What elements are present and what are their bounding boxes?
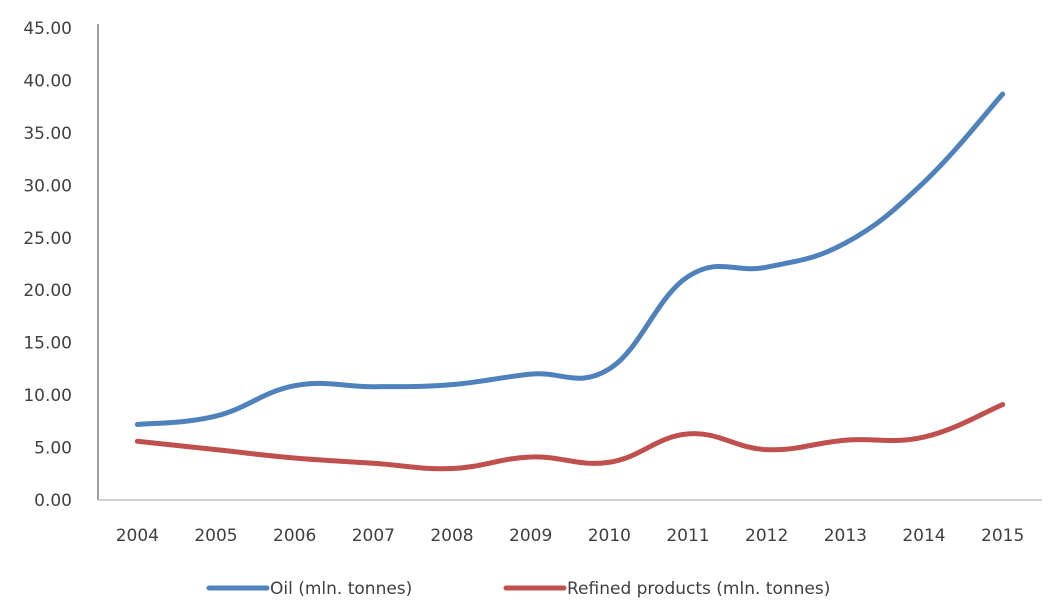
x-tick-label: 2009 bbox=[509, 526, 552, 546]
legend-label-1: Oil (mln. tonnes) bbox=[270, 579, 412, 599]
x-tick-label: 2007 bbox=[352, 526, 395, 546]
y-tick-label: 10.00 bbox=[23, 386, 72, 406]
y-tick-label: 20.00 bbox=[23, 281, 72, 301]
x-tick-label: 2015 bbox=[981, 526, 1024, 546]
y-tick-label: 25.00 bbox=[23, 229, 72, 249]
y-tick-label: 40.00 bbox=[23, 71, 72, 91]
x-tick-label: 2006 bbox=[273, 526, 316, 546]
x-tick-label: 2011 bbox=[666, 526, 709, 546]
y-tick-label: 15.00 bbox=[23, 334, 72, 354]
y-tick-label: 45.00 bbox=[23, 19, 72, 39]
x-tick-label: 2013 bbox=[824, 526, 867, 546]
x-tick-label: 2010 bbox=[588, 526, 631, 546]
x-tick-label: 2004 bbox=[116, 526, 159, 546]
y-axis-ticks: 0.00 5.00 10.00 15.00 20.00 25.00 30.00 35.00 40… bbox=[23, 19, 72, 511]
y-tick-label: 30.00 bbox=[23, 176, 72, 196]
series-lines bbox=[134, 91, 1006, 472]
x-tick-label: 2005 bbox=[194, 526, 237, 546]
y-tick-label: 35.00 bbox=[23, 124, 72, 144]
legend-label-2: Refined products (mln. tonnes) bbox=[567, 579, 830, 599]
y-tick-label: 0.00 bbox=[34, 491, 72, 511]
x-tick-label: 2014 bbox=[902, 526, 945, 546]
y-tick-label: 5.00 bbox=[34, 439, 72, 459]
series-line-1 bbox=[134, 91, 1006, 427]
x-axis-ticks: 2004 2005 2006 2007 2008 2009 2010 2011 2012 2013… bbox=[116, 526, 1025, 546]
x-tick-label: 2012 bbox=[745, 526, 788, 546]
chart-axes bbox=[97, 24, 1042, 501]
x-tick-label: 2008 bbox=[430, 526, 473, 546]
series-line-2 bbox=[134, 402, 1006, 472]
legend: Oil (mln. tonnes) Refined products (mln. … bbox=[206, 579, 830, 599]
